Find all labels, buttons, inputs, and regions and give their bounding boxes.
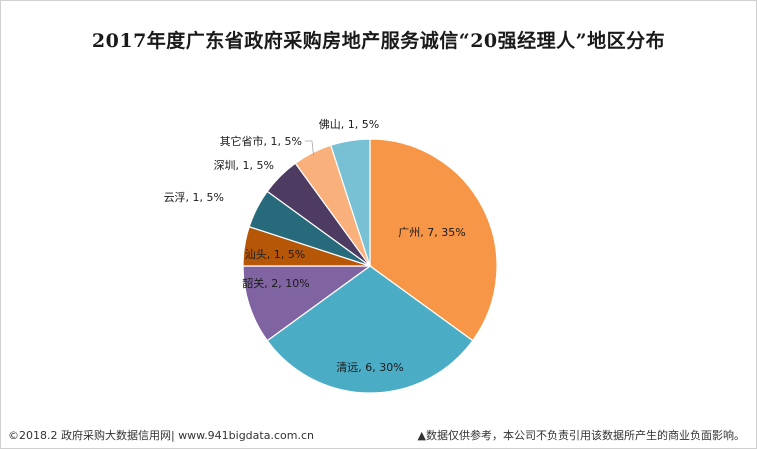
data-label-7: 其它省市, 1, 5% (220, 134, 302, 148)
chart-title: 2017年度广东省政府采购房地产服务诚信“20强经理人”地区分布 (91, 30, 666, 52)
disclaimer-note: ▲数据仅供参考，本公司不负责引用该数据所产生的商业负面影响。 (417, 429, 745, 442)
data-label-6: 深圳, 1, 5% (214, 159, 274, 172)
data-label-8: 佛山, 1, 5% (319, 118, 379, 131)
pie-slice-2 (266, 265, 474, 394)
source-note: ©2018.2 政府采购大数据信用网| www.941bigdata.com.c… (8, 429, 314, 442)
data-label-5: 云浮, 1, 5% (164, 191, 224, 204)
data-label-1: 广州, 7, 35% (398, 226, 465, 239)
pie-slice-1 (369, 138, 498, 342)
leader-line-7 (305, 140, 314, 156)
data-label-4: 汕头, 1, 5% (245, 248, 305, 261)
pie-slice-8 (329, 138, 371, 267)
data-label-3: 韶关, 2, 10% (242, 276, 309, 290)
leader-lines (305, 140, 314, 156)
data-label-2: 清远, 6, 30% (336, 361, 403, 374)
pie-slice-3 (242, 265, 372, 342)
data-labels: 广州, 7, 35% 清远, 6, 30% 韶关, 2, 10% 汕头, 1, 5% 云… (164, 118, 466, 374)
pie-slices (242, 138, 498, 394)
